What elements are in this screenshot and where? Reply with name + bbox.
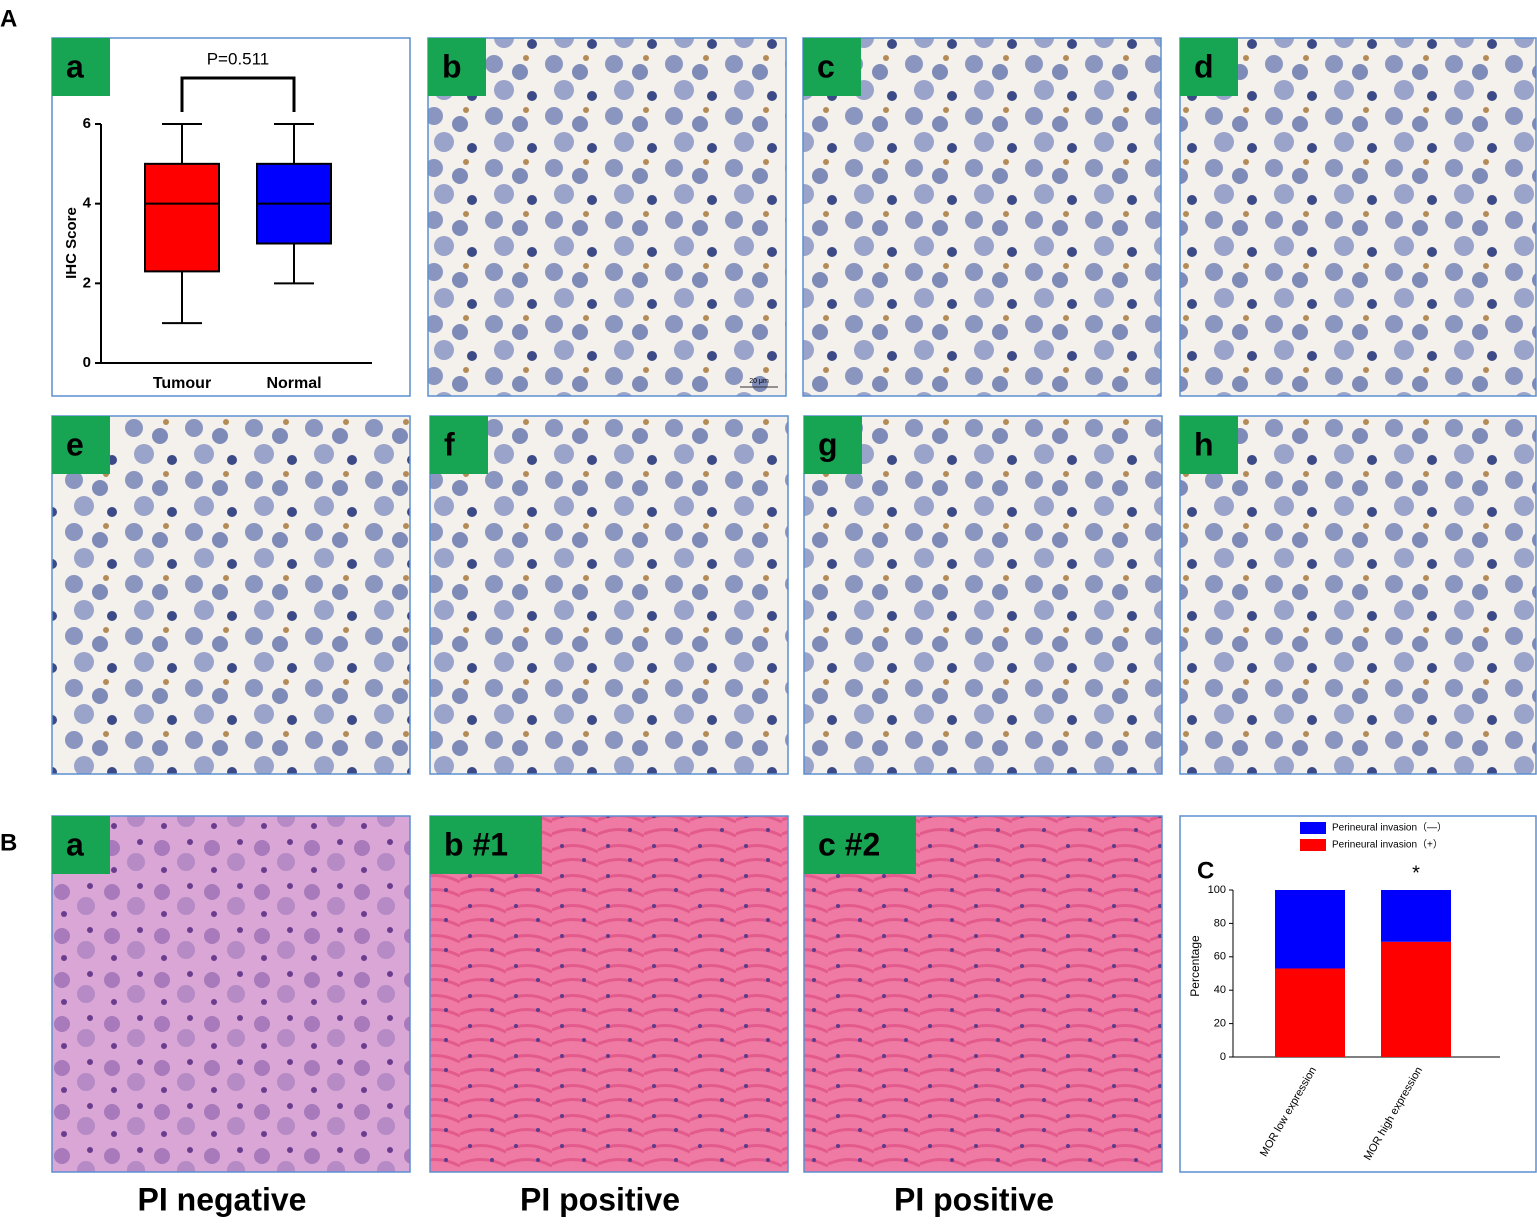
panel-tag: [803, 38, 861, 96]
image-frame: [802, 37, 1162, 397]
y-axis-label: Percentage: [1188, 935, 1202, 997]
panel-tag: [804, 816, 916, 874]
y-tick-label: 60: [1214, 951, 1226, 963]
panel-letter: C: [1197, 857, 1214, 884]
y-tick-label: 100: [1208, 884, 1226, 896]
panel-tag: [1180, 416, 1238, 474]
panel-letter: A: [0, 5, 17, 32]
panel-tag-label: f: [444, 426, 455, 462]
panel-tag: [1180, 38, 1238, 96]
panel-tag: [428, 38, 486, 96]
image-frame: [427, 37, 787, 397]
y-tick-label: 6: [83, 115, 91, 132]
y-tick-label: 4: [83, 195, 92, 212]
panel-tag: [804, 416, 862, 474]
x-tick-label: Normal: [266, 375, 321, 392]
y-tick-label: 0: [83, 354, 91, 371]
chart-frame: [1179, 815, 1537, 1173]
image-frame: [1179, 37, 1537, 397]
legend-swatch: [1300, 839, 1326, 851]
ihc-image: [428, 38, 786, 396]
image-frame: [51, 815, 411, 1173]
bar-segment: [1275, 890, 1345, 969]
x-tick-label: MOR low expression: [1258, 1065, 1319, 1159]
y-axis-label: IHC Score: [63, 207, 80, 279]
caption: PI positive: [520, 1181, 680, 1217]
legend-label: Perineural invasion（—）: [1332, 822, 1447, 834]
caption: PI positive: [894, 1181, 1054, 1217]
annotation: *: [1412, 862, 1420, 884]
y-tick-label: 0: [1220, 1051, 1226, 1063]
panel-tag-label: c: [817, 48, 835, 84]
chart-frame: [51, 37, 411, 397]
panel-tag-label: b #1: [444, 826, 508, 862]
panel-tag-label: b: [442, 48, 462, 84]
panel-tag: [430, 416, 488, 474]
caption: PI negative: [138, 1181, 307, 1217]
ihc-image: [803, 38, 1161, 396]
panel-tag-label: a: [66, 826, 84, 862]
scale-bar-label: 20 μm: [749, 378, 769, 385]
significance-bracket: [180, 76, 296, 112]
panel-tag: [430, 816, 542, 874]
panel-tag-label: g: [818, 426, 838, 462]
panel-tag: [52, 416, 110, 474]
ihc-image: [1180, 416, 1536, 774]
panel-tag-label: d: [1194, 48, 1214, 84]
y-tick-label: 40: [1214, 984, 1226, 996]
panel-tag-label: h: [1194, 426, 1214, 462]
image-frame: [429, 815, 789, 1173]
box: [144, 162, 220, 273]
x-tick-label: MOR high expression: [1362, 1065, 1425, 1163]
x-tick-label: Tumour: [153, 375, 211, 392]
legend-swatch: [1300, 822, 1326, 834]
image-frame: [51, 415, 411, 775]
ihc-image: [52, 416, 410, 774]
y-tick-label: 2: [83, 274, 91, 291]
panel-letter: B: [0, 829, 17, 856]
bar-segment: [1381, 890, 1451, 942]
image-frame: [803, 815, 1163, 1173]
y-tick-label: 80: [1214, 917, 1226, 929]
ihc-image: [804, 416, 1162, 774]
bar-segment: [1275, 968, 1345, 1057]
ihc-image: [430, 416, 788, 774]
panel-tag-label: a: [66, 48, 84, 84]
annotation: P=0.511: [207, 49, 270, 68]
image-frame: [1179, 415, 1537, 775]
bar-segment: [1381, 941, 1451, 1057]
he-image: [430, 816, 788, 1172]
image-frame: [803, 415, 1163, 775]
legend-label: Perineural invasion（+）: [1332, 839, 1443, 851]
image-frame: [429, 415, 789, 775]
he-image: [52, 816, 410, 1172]
panel-tag-label: c #2: [818, 826, 880, 862]
y-tick-label: 20: [1214, 1018, 1226, 1030]
ihc-image: [1180, 38, 1536, 396]
panel-tag: [52, 816, 110, 874]
panel-tag: [52, 38, 110, 96]
he-image: [804, 816, 1162, 1172]
panel-tag-label: e: [66, 426, 84, 462]
